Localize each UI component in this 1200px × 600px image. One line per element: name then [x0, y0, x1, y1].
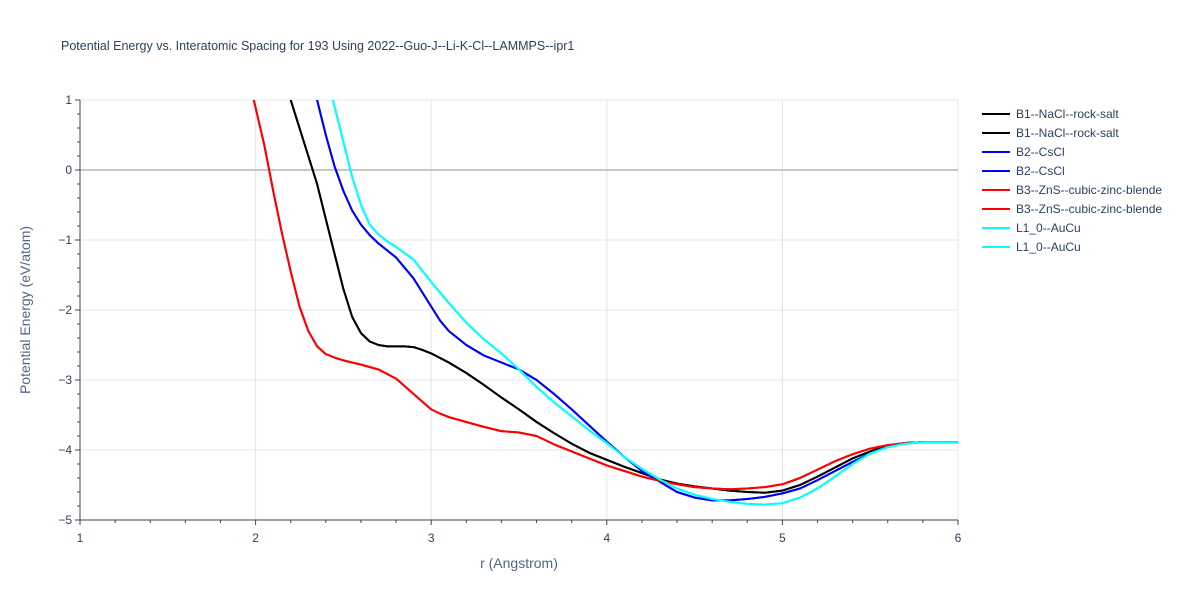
x-tick-label: 2	[252, 531, 259, 545]
legend-item[interactable]: B1--NaCl--rock-salt	[982, 126, 1119, 140]
legend-item[interactable]: L1_0--AuCu	[982, 240, 1081, 254]
y-tick-label: −4	[58, 443, 72, 457]
y-tick-labels: 1 0 −1 −2 −3 −4 −5	[58, 93, 72, 527]
legend-item[interactable]: L1_0--AuCu	[982, 221, 1081, 235]
y-axis-title: Potential Energy (eV/atom)	[17, 226, 33, 394]
legend-label: L1_0--AuCu	[1016, 221, 1081, 235]
legend-item[interactable]: B2--CsCl	[982, 145, 1065, 159]
y-tick-label: 1	[65, 93, 72, 107]
legend-item[interactable]: B3--ZnS--cubic-zinc-blende	[982, 202, 1162, 216]
y-tick-label: −1	[58, 233, 72, 247]
x-tick-label: 1	[77, 531, 84, 545]
series-line[interactable]	[252, 100, 958, 491]
x-tick-labels: 1 2 3 4 5 6	[77, 531, 962, 545]
legend-label: B2--CsCl	[1016, 164, 1065, 178]
axes	[75, 99, 959, 525]
series-lines	[252, 100, 958, 506]
x-tick-label: 4	[603, 531, 610, 545]
legend-label: B1--NaCl--rock-salt	[1016, 126, 1119, 140]
legend[interactable]: B1--NaCl--rock-salt B1--NaCl--rock-salt B2…	[982, 107, 1162, 254]
series-line[interactable]	[316, 100, 958, 502]
legend-item[interactable]: B1--NaCl--rock-salt	[982, 107, 1119, 121]
x-tick-label: 3	[428, 531, 435, 545]
y-tick-label: −5	[58, 513, 72, 527]
y-tick-label: 0	[65, 163, 72, 177]
series-line[interactable]	[289, 100, 958, 494]
legend-label: B3--ZnS--cubic-zinc-blende	[1016, 183, 1162, 197]
legend-label: B3--ZnS--cubic-zinc-blende	[1016, 202, 1162, 216]
y-tick-label: −2	[58, 303, 72, 317]
y-tick-label: −3	[58, 373, 72, 387]
legend-item[interactable]: B3--ZnS--cubic-zinc-blende	[982, 183, 1162, 197]
series-line[interactable]	[331, 100, 958, 506]
legend-label: B1--NaCl--rock-salt	[1016, 107, 1119, 121]
x-axis-title: r (Angstrom)	[480, 555, 558, 571]
legend-item[interactable]: B2--CsCl	[982, 164, 1065, 178]
legend-label: L1_0--AuCu	[1016, 240, 1081, 254]
legend-label: B2--CsCl	[1016, 145, 1065, 159]
x-tick-label: 5	[779, 531, 786, 545]
chart-title: Potential Energy vs. Interatomic Spacing…	[61, 39, 574, 53]
x-tick-label: 6	[955, 531, 962, 545]
